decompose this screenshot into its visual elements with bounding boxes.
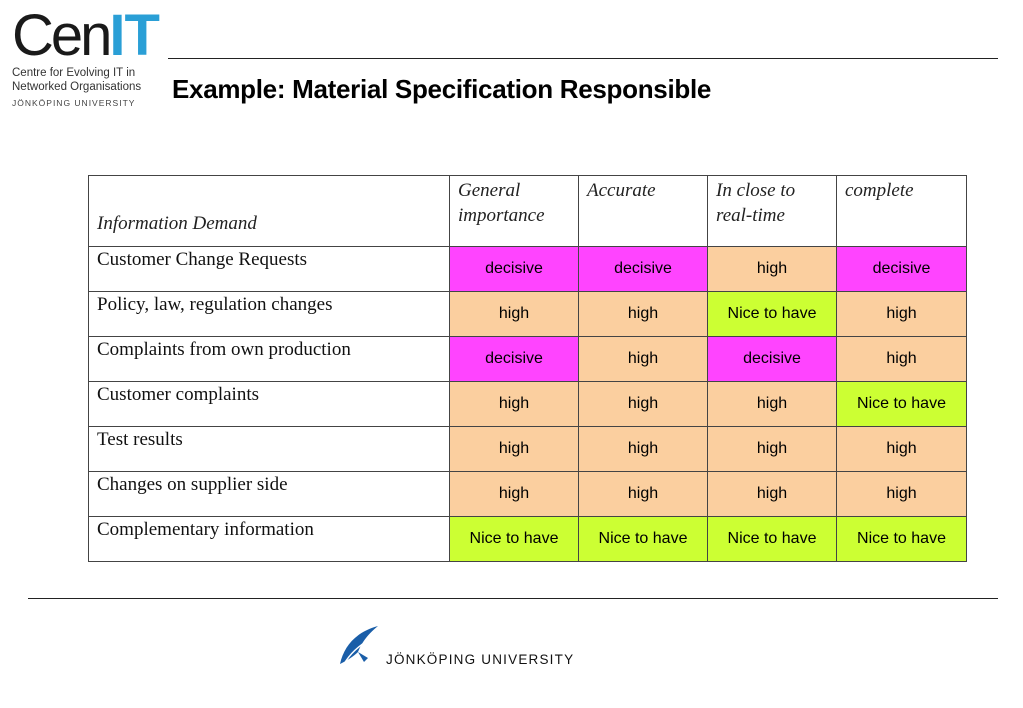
logo-subtitle: Centre for Evolving IT in Networked Orga… (12, 66, 167, 94)
row-label: Complaints from own production (88, 336, 450, 382)
cenit-wordmark: CenIT (12, 7, 167, 65)
rating-cell: high (707, 471, 837, 517)
rating-cell: high (707, 426, 837, 472)
rating-cell: high (449, 291, 579, 337)
rating-cell: high (449, 381, 579, 427)
rating-cell: high (449, 426, 579, 472)
rating-cell: decisive (449, 246, 579, 292)
rating-cell: Nice to have (578, 516, 708, 562)
logo-subtitle-line-1: Centre for Evolving IT in (12, 67, 136, 79)
jonkoping-university-emblem-icon (338, 624, 380, 671)
rating-cell: decisive (707, 336, 837, 382)
table-row: Complaints from own production decisive hi… (88, 336, 967, 382)
table-row: Policy, law, regulation changes high high N… (88, 291, 967, 337)
information-demand-table: Information Demand General importance Ac… (88, 175, 967, 562)
column-header: Accurate (578, 175, 708, 247)
table-header-row: Information Demand General importance Ac… (88, 175, 967, 247)
row-label: Test results (88, 426, 450, 472)
row-label: Customer complaints (88, 381, 450, 427)
footer-divider (28, 598, 998, 599)
rating-cell: high (578, 336, 708, 382)
footer-university-name: JÖNKÖPING UNIVERSITY (386, 652, 575, 667)
rating-cell: high (578, 381, 708, 427)
table-row: Complementary information Nice to have Nic… (88, 516, 967, 562)
rating-cell: Nice to have (707, 291, 837, 337)
rating-cell: high (836, 426, 967, 472)
rating-cell: high (836, 471, 967, 517)
column-header: In close to real-time (707, 175, 837, 247)
table-row: Customer complaints high high high Nice to h… (88, 381, 967, 427)
cenit-logo: CenIT Centre for Evolving IT in Networke… (12, 7, 167, 109)
column-header: Information Demand (88, 175, 450, 247)
rating-cell: high (836, 291, 967, 337)
logo-university: JÖNKÖPING UNIVERSITY (12, 98, 136, 108)
table-row: Changes on supplier side high high high high (88, 471, 967, 517)
rating-cell: high (578, 426, 708, 472)
rating-cell: Nice to have (836, 381, 967, 427)
footer-logo: JÖNKÖPING UNIVERSITY (338, 624, 574, 671)
table-row: Customer Change Requests decisive decisive… (88, 246, 967, 292)
slide-title: Example: Material Specification Responsi… (172, 74, 712, 104)
header-divider (168, 58, 998, 59)
logo-mark-accent: IT (109, 3, 160, 68)
rating-cell: high (707, 381, 837, 427)
rating-cell: high (449, 471, 579, 517)
table-row: Test results high high high high (88, 426, 967, 472)
rating-cell: high (707, 246, 837, 292)
column-header: General importance (449, 175, 579, 247)
logo-mark-main: Cen (12, 3, 112, 68)
logo-subtitle-line-2: Networked Organisations (12, 81, 142, 93)
rating-cell: Nice to have (836, 516, 967, 562)
rating-cell: high (578, 471, 708, 517)
rating-cell: decisive (578, 246, 708, 292)
rating-cell: high (836, 336, 967, 382)
row-label: Changes on supplier side (88, 471, 450, 517)
column-header: complete (836, 175, 967, 247)
row-label: Customer Change Requests (88, 246, 450, 292)
row-label: Policy, law, regulation changes (88, 291, 450, 337)
rating-cell: Nice to have (449, 516, 579, 562)
row-label: Complementary information (88, 516, 450, 562)
rating-cell: high (578, 291, 708, 337)
rating-cell: Nice to have (707, 516, 837, 562)
rating-cell: decisive (449, 336, 579, 382)
rating-cell: decisive (836, 246, 967, 292)
